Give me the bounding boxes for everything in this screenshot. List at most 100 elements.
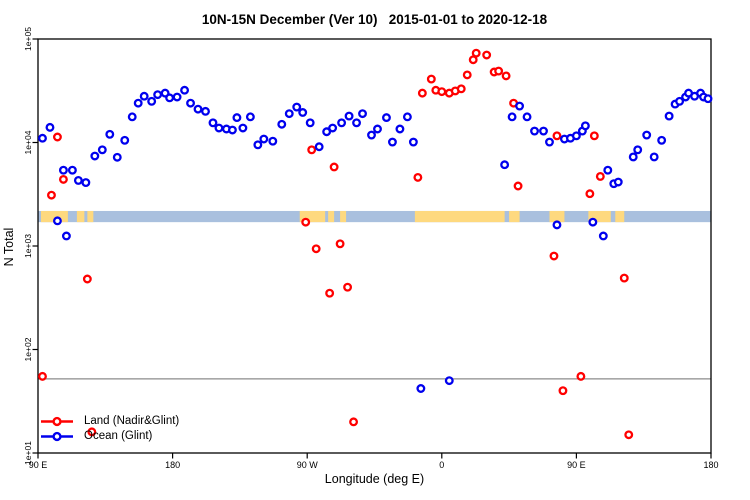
y-axis-title: N Total [2,227,16,267]
legend-label-ocean: Ocean (Glint) [84,430,153,442]
point-ocean [227,125,237,135]
point-ocean [628,152,638,162]
point-ocean [73,175,83,185]
point-ocean [277,119,287,129]
point-ocean [367,130,376,140]
point-ocean [358,109,367,119]
point-ocean [90,151,100,161]
map-band-land [299,210,326,223]
point-ocean [500,160,510,170]
point-land [417,88,427,98]
y-tick-label: 1e+03 [23,234,33,258]
point-ocean [186,98,195,108]
point-ocean [373,124,382,134]
point-ocean [613,177,623,187]
map-band-land [40,210,68,223]
point-ocean [58,165,68,175]
point-land [437,87,447,97]
point-ocean [395,124,405,134]
point-ocean [515,101,525,111]
point-ocean [314,142,324,152]
point-land [413,172,423,182]
point-ocean [45,122,55,132]
point-land [87,427,97,437]
point-ocean [649,152,659,162]
point-ocean [193,104,203,114]
point-ocean [298,108,308,117]
point-ocean [153,90,163,100]
point-ocean [38,133,47,143]
point-ocean [97,145,107,155]
map-band-ocean [38,210,711,223]
point-land [576,371,586,381]
point-ocean [657,135,667,145]
x-tick-label: 0 [439,460,444,470]
point-land [311,244,321,254]
point-ocean [292,102,302,112]
point-ocean [165,93,175,103]
point-ocean [180,85,190,95]
map-band-land [328,210,335,223]
point-ocean [382,113,391,123]
point-ocean [408,137,418,147]
chart-title: 10N-15N December (Ver 10) 2015-01-01 to … [201,12,548,27]
point-ocean [245,112,255,122]
legend-marker-ocean-icon [41,431,73,442]
point-ocean [580,121,590,131]
y-tick-label: 1e+02 [23,337,33,361]
point-ocean [387,137,397,147]
point-land [482,50,492,60]
map-band-land [549,210,565,223]
point-land [552,131,562,141]
point-ocean [238,123,248,133]
point-ocean [81,178,91,188]
point-land [462,70,472,80]
map-band-land [340,210,347,223]
map-band-land [588,210,611,223]
point-ocean [633,145,643,155]
point-ocean [259,134,269,144]
x-axis-title: Longitude (deg E) [324,472,425,486]
point-land [307,145,317,155]
x-tick-label: 180 [703,460,718,470]
point-ocean [305,118,315,128]
point-land [585,189,595,199]
point-ocean [127,112,137,122]
x-tick-label: 90 E [567,460,586,470]
point-land [494,66,504,76]
point-ocean [147,96,157,106]
point-land [38,371,47,381]
point-land [325,288,335,298]
point-ocean [703,94,713,104]
point-ocean [416,384,426,393]
point-ocean [105,129,115,139]
point-land [343,282,353,292]
point-ocean [522,112,532,122]
point-ocean [284,109,294,119]
point-land [468,55,478,65]
point-ocean [444,376,454,386]
y-tick-label: 1e+05 [23,27,33,51]
point-ocean [552,220,562,230]
point-ocean [571,131,581,141]
point-ocean [67,165,77,175]
point-land [501,71,511,81]
point-ocean [352,118,362,128]
point-land [513,181,523,191]
point-land [619,273,629,283]
point-ocean [133,98,143,108]
point-ocean [675,96,685,106]
point-land [301,217,311,227]
point-ocean [545,137,554,147]
map-band-land [615,210,625,223]
point-land [329,162,339,172]
point-land [471,48,481,58]
point-ocean [322,127,332,137]
point-land [624,430,634,440]
point-land [456,84,466,94]
point-land [47,190,56,200]
point-land [349,417,359,427]
point-ocean [52,216,62,226]
